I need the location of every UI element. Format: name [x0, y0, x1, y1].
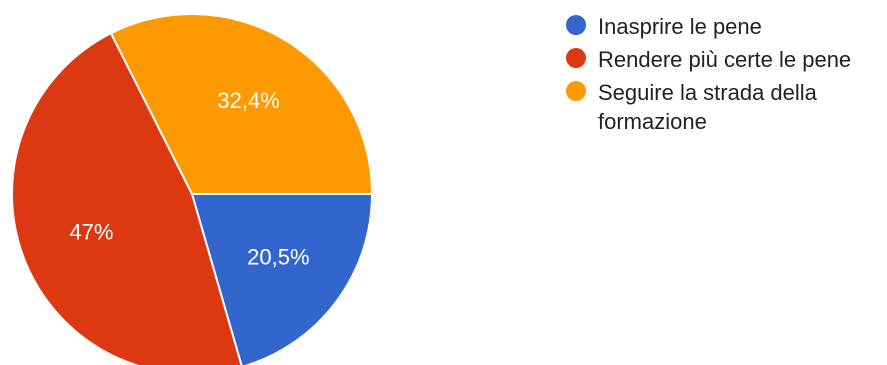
- slice-label-inasprire: 20,5%: [247, 245, 309, 270]
- legend-label-inasprire: Inasprire le pene: [598, 14, 762, 39]
- legend-item-certe[interactable]: Rendere più certe le pene: [566, 45, 884, 74]
- pie-slice-certe[interactable]: [11, 31, 243, 365]
- legend-swatch-inasprire: [566, 15, 586, 35]
- legend-swatch-certe: [566, 48, 586, 68]
- legend-item-formazione[interactable]: Seguire la strada della formazione: [566, 78, 884, 136]
- legend-item-inasprire[interactable]: Inasprire le pene: [566, 12, 884, 41]
- chart-legend: Inasprire le pene Rendere più certe le p…: [566, 12, 884, 140]
- pie-slice-formazione[interactable]: [109, 13, 374, 195]
- pie-slice-inasprire[interactable]: [190, 193, 374, 365]
- legend-label-formazione: Seguire la strada della formazione: [598, 80, 817, 134]
- legend-swatch-formazione: [566, 81, 586, 101]
- slice-label-formazione: 32,4%: [217, 88, 279, 113]
- legend-label-certe: Rendere più certe le pene: [598, 47, 852, 72]
- slice-label-certe: 47%: [69, 219, 113, 244]
